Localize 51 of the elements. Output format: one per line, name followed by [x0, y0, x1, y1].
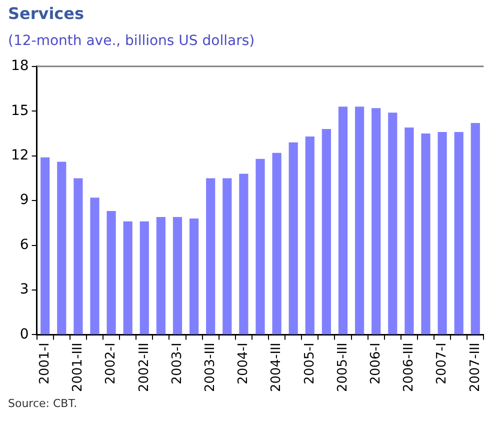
- x-tick-label: 2006-III: [402, 342, 417, 392]
- bar: [421, 133, 430, 334]
- bar: [40, 157, 50, 334]
- bar: [189, 218, 199, 334]
- y-tick-label: 6: [20, 236, 29, 253]
- bar: [239, 174, 248, 334]
- x-tick-label: 2002-I: [104, 342, 119, 384]
- y-tick-label: 18: [10, 58, 29, 74]
- x-tick-label: 2006-I: [368, 342, 384, 384]
- bar: [388, 112, 398, 334]
- x-tick-label: 2005-III: [335, 342, 350, 392]
- bar: [222, 178, 232, 334]
- x-tick-label: 2003-I: [170, 342, 185, 384]
- y-tick-label: 12: [10, 147, 29, 164]
- x-tick-label: 2005-I: [302, 342, 318, 384]
- bar: [123, 221, 132, 334]
- bar: [74, 178, 83, 334]
- bar: [57, 162, 66, 334]
- bar: [438, 132, 447, 334]
- bar: [206, 178, 216, 334]
- bar: [305, 136, 314, 334]
- bar: [90, 198, 100, 334]
- x-tick-label: 2001-I: [37, 342, 52, 384]
- bar: [172, 216, 182, 334]
- x-tick-label: 2001-III: [70, 342, 86, 392]
- x-tick-label: 2007-I: [434, 342, 450, 384]
- bar: [470, 123, 480, 334]
- y-tick-label: 9: [20, 192, 29, 208]
- bar: [354, 106, 364, 334]
- x-tick-label: 2007-III: [468, 342, 483, 392]
- x-tick-label: 2003-III: [202, 342, 218, 392]
- bar: [454, 132, 464, 334]
- bar: [140, 221, 149, 334]
- x-tick-label: 2002-III: [136, 342, 152, 392]
- bar: [106, 210, 116, 334]
- x-tick-label: 2004-I: [236, 342, 252, 384]
- bar: [256, 158, 265, 334]
- x-tick-label: 2004-III: [269, 342, 284, 392]
- y-tick-label: 0: [20, 326, 29, 342]
- bar: [322, 129, 331, 334]
- chart-title: Services: [8, 4, 86, 23]
- y-tick-label: 15: [10, 102, 29, 119]
- bar: [404, 128, 414, 334]
- bar: [338, 106, 348, 334]
- bar: [156, 216, 166, 334]
- bar: [288, 142, 298, 334]
- y-tick-label: 3: [20, 282, 29, 298]
- chart-subtitle: (12-month ave., billions US dollars): [8, 33, 256, 49]
- bar: [372, 108, 381, 334]
- source-note: Source: CBT.: [8, 397, 78, 410]
- bar: [272, 152, 282, 334]
